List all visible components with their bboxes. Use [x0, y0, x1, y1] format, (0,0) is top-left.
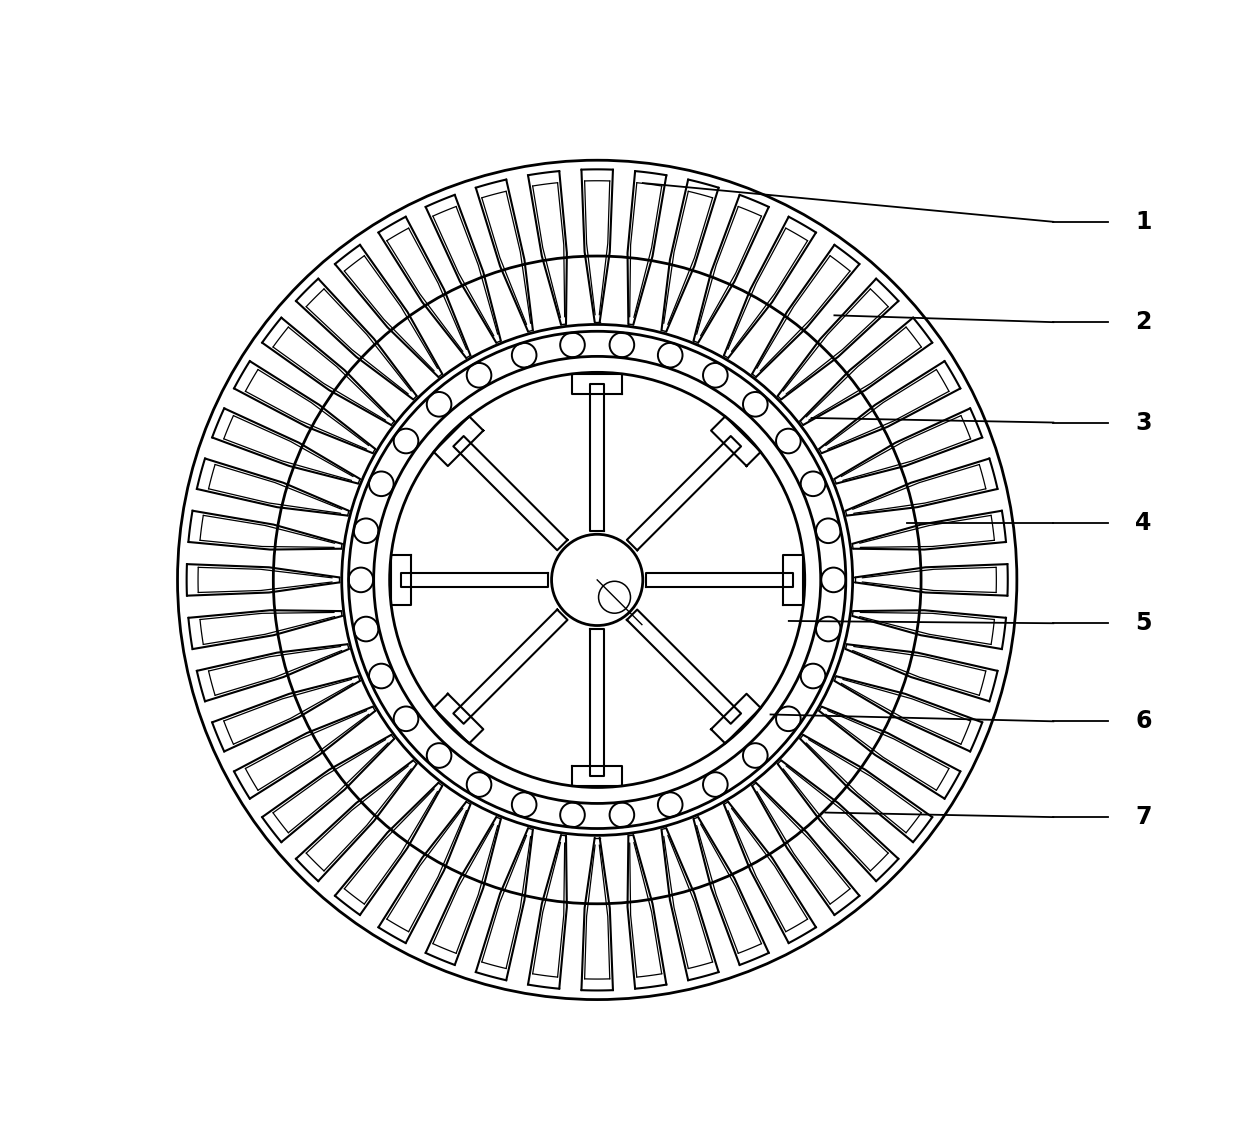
Text: 5: 5 — [1136, 612, 1152, 636]
Text: 3: 3 — [1136, 410, 1152, 434]
Text: 4: 4 — [1136, 511, 1152, 534]
Text: 1: 1 — [1136, 210, 1152, 234]
Text: 7: 7 — [1136, 805, 1152, 829]
Text: 2: 2 — [1136, 310, 1152, 334]
Text: 6: 6 — [1136, 709, 1152, 733]
